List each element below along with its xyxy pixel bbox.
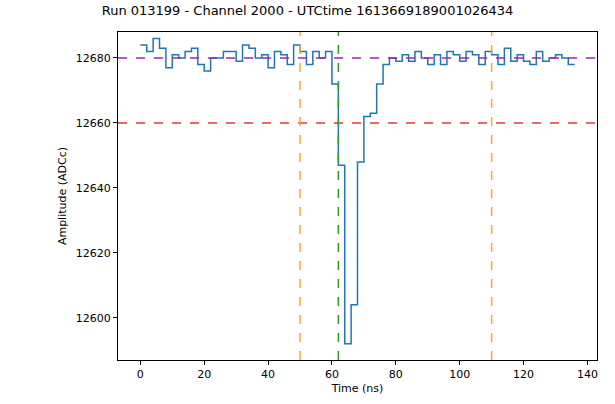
svg-text:0: 0 — [137, 368, 144, 381]
svg-text:60: 60 — [325, 368, 339, 381]
svg-text:12680: 12680 — [76, 52, 111, 65]
svg-text:80: 80 — [389, 368, 403, 381]
svg-text:12620: 12620 — [76, 247, 111, 260]
svg-text:20: 20 — [197, 368, 211, 381]
svg-text:40: 40 — [261, 368, 275, 381]
svg-text:100: 100 — [449, 368, 470, 381]
svg-text:Time (ns): Time (ns) — [331, 382, 384, 395]
svg-text:12660: 12660 — [76, 117, 111, 130]
svg-text:140: 140 — [577, 368, 598, 381]
svg-text:12600: 12600 — [76, 312, 111, 325]
svg-text:Run 013199 - Channel 2000 - UT: Run 013199 - Channel 2000 - UTCtime 1613… — [102, 3, 514, 18]
svg-text:12640: 12640 — [76, 182, 111, 195]
svg-text:120: 120 — [513, 368, 534, 381]
svg-text:Amplitude (ADCc): Amplitude (ADCc) — [56, 147, 69, 245]
